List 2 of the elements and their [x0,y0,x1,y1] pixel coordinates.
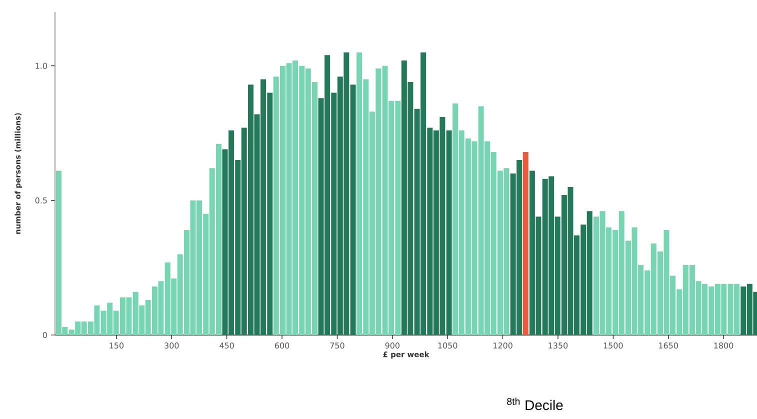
text: $^{8th}$ Decile [507,398,563,410]
bar [522,152,528,335]
